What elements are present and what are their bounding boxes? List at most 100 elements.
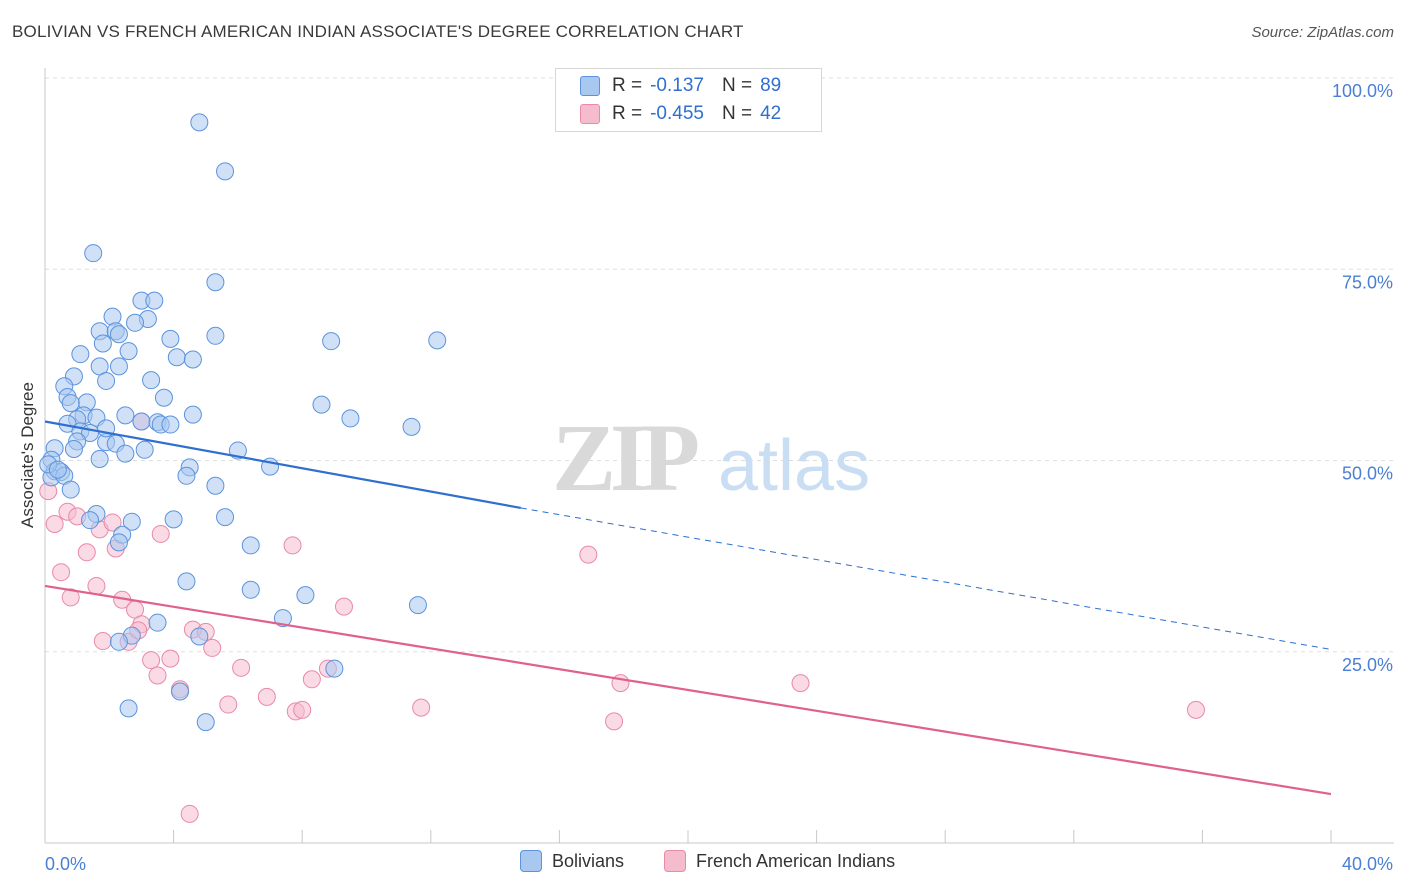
data-point-french-american-indians (148, 666, 167, 685)
data-point-bolivians (148, 613, 167, 632)
data-point-bolivians (61, 480, 80, 499)
x-tick-label: 40.0% (1342, 854, 1393, 874)
data-point-french-american-indians (412, 698, 431, 717)
data-point-french-american-indians (219, 695, 238, 714)
n-value: 42 (760, 103, 782, 124)
data-point-bolivians (183, 405, 202, 424)
data-point-french-american-indians (293, 700, 312, 719)
correlation-legend: R = -0.137 N = 89 R = -0.455 N = 42 (555, 68, 822, 132)
legend-swatch-blue (520, 850, 542, 872)
data-point-bolivians (312, 395, 331, 414)
data-point-bolivians (161, 329, 180, 348)
n-label: N = (721, 75, 753, 96)
data-point-french-american-indians (180, 804, 199, 823)
data-point-french-american-indians (87, 576, 106, 595)
data-point-bolivians (145, 291, 164, 310)
data-point-bolivians (154, 388, 173, 407)
data-point-bolivians (84, 244, 103, 263)
trend-line-bolivians (44, 420, 522, 510)
legend-label: Bolivians (552, 850, 625, 871)
data-point-bolivians (322, 332, 341, 351)
data-point-bolivians (325, 659, 344, 678)
data-point-french-american-indians (302, 670, 321, 689)
source-label: Source: ZipAtlas.com (1251, 24, 1394, 41)
tick-labels: 25.0% 50.0% 75.0% 100.0% 0.0% 40.0% (45, 81, 1393, 874)
data-point-french-american-indians (151, 524, 170, 543)
data-point-bolivians (132, 412, 151, 431)
data-point-bolivians (177, 572, 196, 591)
data-point-bolivians (177, 466, 196, 485)
data-point-french-american-indians (142, 651, 161, 670)
data-point-bolivians (142, 371, 161, 390)
data-point-bolivians (206, 273, 225, 292)
data-point-bolivians (164, 510, 183, 529)
n-label: N = (721, 103, 753, 124)
data-point-bolivians (206, 476, 225, 495)
legend-row-bolivians: R = -0.137 N = 89 (580, 74, 781, 98)
data-point-french-american-indians (203, 638, 222, 657)
data-point-bolivians (109, 325, 128, 344)
legend-item-bolivians[interactable]: Bolivians (520, 850, 624, 872)
trend-lines (44, 420, 1332, 796)
data-point-french-american-indians (257, 687, 276, 706)
r-value: -0.455 (650, 103, 704, 124)
r-label: R = (612, 103, 643, 124)
n-value: 89 (760, 75, 782, 96)
data-point-bolivians (190, 113, 209, 132)
data-point-bolivians (216, 508, 235, 527)
data-point-bolivians (71, 345, 90, 364)
data-point-bolivians (81, 511, 100, 530)
data-point-bolivians (126, 313, 145, 332)
data-point-bolivians (103, 307, 122, 326)
r-value: -0.137 (650, 75, 704, 96)
series-legend: Bolivians French American Indians (0, 850, 1406, 878)
data-point-bolivians (196, 713, 215, 732)
data-point-bolivians (135, 440, 154, 459)
data-point-bolivians (119, 342, 138, 361)
data-point-bolivians (190, 627, 209, 646)
data-point-bolivians (206, 326, 225, 345)
data-point-bolivians (341, 409, 360, 428)
data-point-french-american-indians (1186, 700, 1205, 719)
legend-swatch-pink (580, 104, 600, 124)
data-point-french-american-indians (52, 563, 71, 582)
data-point-bolivians (109, 632, 128, 651)
data-point-bolivians (408, 596, 427, 615)
y-tick-label: 75.0% (1342, 272, 1393, 292)
data-point-bolivians (61, 394, 80, 413)
data-point-bolivians (116, 406, 135, 425)
data-point-bolivians (296, 586, 315, 605)
trend-line-bolivians-extension (520, 507, 1332, 650)
data-point-bolivians (97, 371, 116, 390)
data-point-bolivians (48, 460, 67, 479)
data-point-bolivians (93, 334, 112, 353)
legend-item-french-american-indians[interactable]: French American Indians (664, 850, 895, 872)
legend-row-french-american-indians: R = -0.455 N = 42 (580, 102, 781, 126)
data-point-bolivians (109, 357, 128, 376)
data-point-bolivians (428, 331, 447, 350)
watermark-atlas: atlas (718, 426, 870, 506)
data-point-french-american-indians (77, 543, 96, 562)
r-label: R = (612, 75, 643, 96)
data-point-french-american-indians (232, 658, 251, 677)
gridlines (45, 77, 1394, 653)
x-tick-label: 0.0% (45, 854, 86, 874)
data-point-bolivians (216, 162, 235, 181)
data-point-bolivians (183, 350, 202, 369)
data-point-bolivians (273, 609, 292, 628)
legend-swatch-pink (664, 850, 686, 872)
watermark-zip: ZIP (552, 404, 697, 511)
data-point-french-american-indians (93, 632, 112, 651)
data-point-french-american-indians (791, 674, 810, 693)
data-point-bolivians (167, 348, 186, 367)
watermark: ZIP atlas (552, 404, 870, 511)
trend-line-french-american-indians (44, 584, 1332, 796)
data-point-bolivians (241, 580, 260, 599)
legend-label: French American Indians (696, 850, 896, 871)
data-point-bolivians (402, 417, 421, 436)
chart-title: BOLIVIAN VS FRENCH AMERICAN INDIAN ASSOC… (12, 22, 744, 41)
data-point-bolivians (64, 440, 83, 459)
data-point-french-american-indians (283, 536, 302, 555)
data-point-french-american-indians (45, 514, 64, 533)
